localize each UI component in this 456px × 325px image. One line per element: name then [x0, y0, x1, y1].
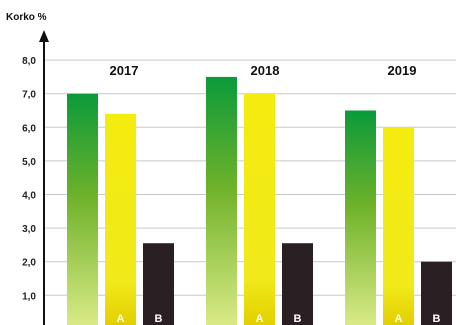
bar	[143, 243, 174, 325]
bar	[206, 76, 237, 325]
bar-letter-label: B	[155, 313, 163, 325]
bar	[421, 261, 452, 325]
y-axis-label: Korko %	[6, 12, 47, 23]
y-axis-arrow-icon	[39, 30, 49, 42]
category-label: 2019	[388, 63, 417, 78]
bar-letter-label: A	[256, 313, 264, 325]
bar	[67, 93, 98, 325]
y-axis: Korko %	[6, 12, 49, 325]
bar-letter-label: A	[395, 313, 403, 325]
y-tick-label: 3,0	[22, 224, 36, 235]
bar-letter-label: A	[117, 313, 125, 325]
category-label: 2017	[110, 63, 139, 78]
bar	[244, 93, 275, 325]
bar	[345, 110, 376, 325]
y-tick-label: 4,0	[22, 191, 36, 202]
bar	[383, 127, 414, 325]
bar-letter-label: B	[433, 313, 441, 325]
y-tick-label: 1,0	[22, 291, 36, 302]
category-label: 2018	[251, 63, 280, 78]
y-tick-labels: 1,0 2,0 3,0 4,0 5,0 6,0 7,0 8,0	[22, 56, 36, 302]
bar-letter-label: B	[294, 313, 302, 325]
y-tick-label: 5,0	[22, 157, 36, 168]
y-tick-label: 8,0	[22, 56, 36, 67]
y-tick-label: 2,0	[22, 258, 36, 269]
bar	[282, 243, 313, 325]
y-tick-label: 6,0	[22, 123, 36, 134]
category-labels: 2017 2018 2019	[110, 63, 417, 78]
bar	[105, 113, 136, 325]
y-tick-label: 7,0	[22, 90, 36, 101]
